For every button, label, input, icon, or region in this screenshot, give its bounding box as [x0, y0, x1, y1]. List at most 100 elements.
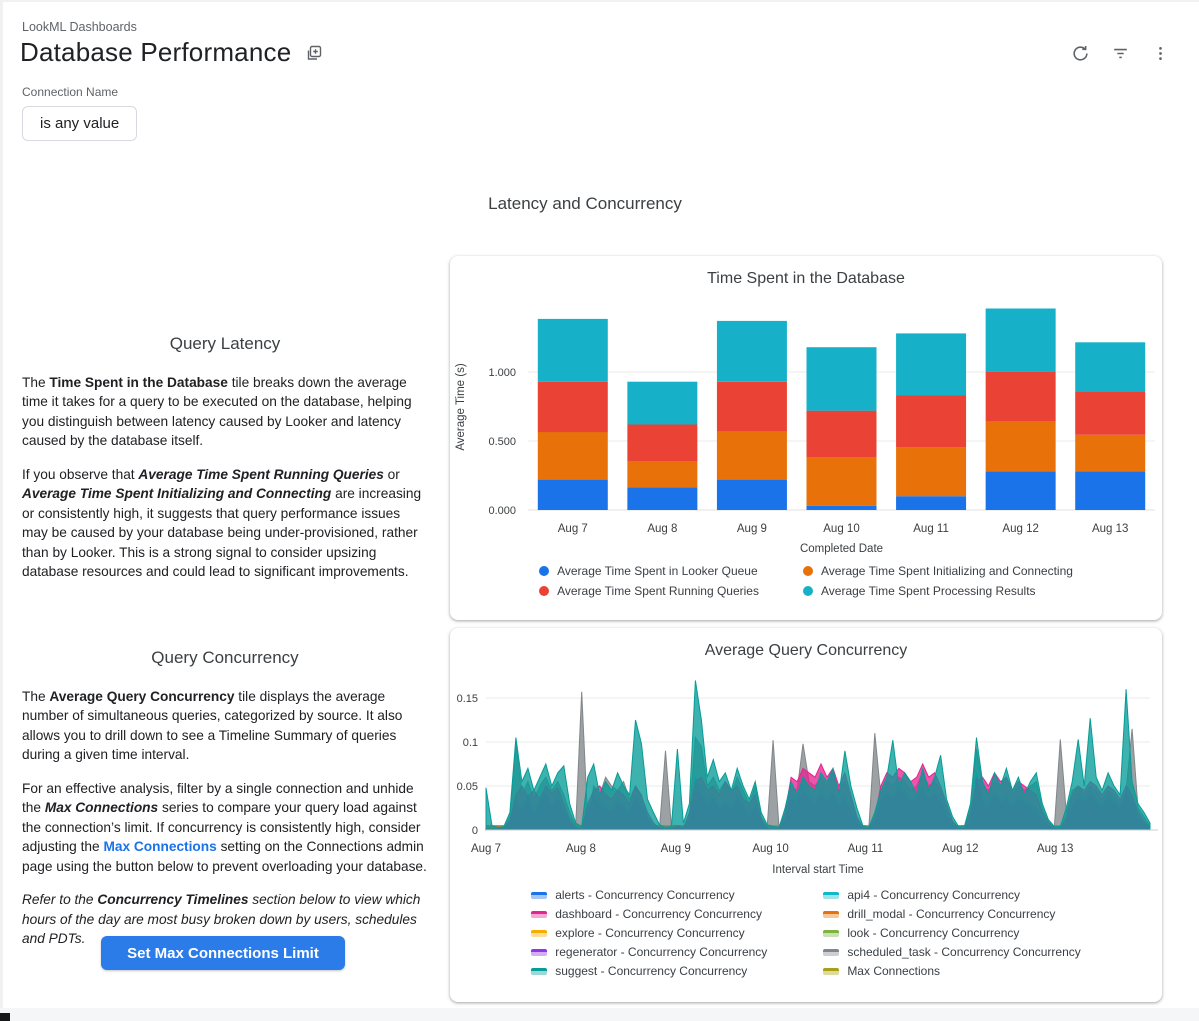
legend-label: suggest - Concurrency Concurrency — [555, 964, 748, 978]
svg-text:Aug 11: Aug 11 — [848, 843, 884, 855]
svg-text:0.05: 0.05 — [457, 781, 478, 793]
filter-label: Connection Name — [22, 85, 119, 99]
filter-icon[interactable] — [1107, 40, 1133, 66]
legend-item[interactable]: alerts - Concurrency Concurrency — [531, 888, 767, 902]
legend-label: explore - Concurrency Concurrency — [555, 926, 745, 940]
legend-swatch — [823, 929, 840, 937]
query-concurrency-heading: Query Concurrency — [151, 648, 299, 667]
svg-text:Aug 13: Aug 13 — [1092, 523, 1128, 535]
svg-text:0.000: 0.000 — [488, 505, 516, 517]
svg-text:Aug 12: Aug 12 — [1002, 523, 1038, 535]
legend-swatch — [531, 948, 548, 956]
legend-label: dashboard - Concurrency Concurrency — [555, 907, 762, 921]
svg-text:Aug 13: Aug 13 — [1037, 843, 1073, 855]
page-title-row: Database Performance — [20, 37, 327, 68]
legend-label: regenerator - Concurrency Concurrency — [555, 945, 768, 959]
query-concurrency-paragraph-2: For an effective analysis, filter by a s… — [22, 780, 427, 874]
legend-label: scheduled_task - Concurrency Concurrency — [847, 945, 1081, 959]
legend-item[interactable]: suggest - Concurrency Concurrency — [531, 964, 767, 978]
legend-item[interactable]: explore - Concurrency Concurrency — [531, 926, 767, 940]
window-left-edge — [0, 0, 3, 1021]
legend-swatch — [823, 891, 840, 899]
query-latency-paragraph-1: The Time Spent in the Database tile brea… — [22, 375, 412, 449]
time-spent-bar-chart[interactable]: 0.000 0.500 1.000 Aug 7 Aug 8 Aug 9 Aug 10 Aug … — [450, 290, 1162, 558]
legend-swatch — [539, 566, 550, 576]
query-latency-heading: Query Latency — [169, 334, 281, 353]
legend-item[interactable]: Average Time Spent Running Queries — [539, 584, 759, 598]
query-concurrency-paragraph-1: The Average Query Concurrency tile displ… — [22, 689, 403, 763]
legend-item[interactable]: regenerator - Concurrency Concurrency — [531, 945, 767, 959]
svg-text:0.1: 0.1 — [463, 737, 478, 749]
svg-text:0: 0 — [472, 825, 478, 837]
corner-artifact — [0, 1013, 10, 1021]
page-bottom-strip — [0, 1008, 1199, 1021]
svg-text:1.000: 1.000 — [488, 367, 516, 379]
more-vert-icon[interactable] — [1147, 40, 1173, 66]
legend-label: api4 - Concurrency Concurrency — [847, 888, 1021, 902]
legend-swatch — [539, 586, 550, 596]
set-max-connections-button[interactable]: Set Max Connections Limit — [101, 936, 345, 970]
legend-item[interactable]: scheduled_task - Concurrency Concurrency — [823, 945, 1081, 959]
legend-swatch — [823, 948, 840, 956]
svg-text:Aug 11: Aug 11 — [913, 523, 949, 535]
legend-label: Average Time Spent Processing Results — [820, 584, 1036, 598]
legend-item[interactable]: api4 - Concurrency Concurrency — [823, 888, 1080, 902]
svg-text:Aug 10: Aug 10 — [823, 523, 859, 535]
legend-item[interactable]: look - Concurrency Concurrency — [823, 926, 1080, 940]
legend-swatch — [823, 967, 840, 975]
svg-text:Aug 7: Aug 7 — [471, 843, 501, 855]
legend-item[interactable]: dashboard - Concurrency Concurrency — [531, 907, 767, 921]
connection-name-filter: Connection Name is any value — [22, 85, 138, 141]
section-title: Latency and Concurrency — [488, 194, 682, 213]
svg-text:Aug 12: Aug 12 — [942, 843, 978, 855]
legend-item[interactable]: drill_modal - Concurrency Concurrency — [823, 907, 1080, 921]
query-latency-tile: Query Latency The Time Spent in the Data… — [22, 334, 428, 596]
query-latency-paragraph-2: If you observe that Average Time Spent R… — [22, 466, 422, 580]
svg-text:Aug 8: Aug 8 — [647, 523, 677, 535]
query-concurrency-chart-tile: Average Query Concurrency 0 0.05 0.1 0.15 Au… — [450, 628, 1162, 1002]
legend-label: Average Time Spent in Looker Queue — [557, 564, 758, 578]
time-spent-tile: Time Spent in the Database 0.000 0.500 1.0… — [450, 256, 1162, 620]
legend-swatch — [802, 586, 813, 596]
svg-text:0.15: 0.15 — [457, 693, 478, 705]
legend-swatch — [823, 910, 840, 918]
legend-swatch — [531, 891, 548, 899]
legend-label: Average Time Spent Running Queries — [557, 584, 759, 598]
query-concurrency-area-chart[interactable]: 0 0.05 0.1 0.15 Aug 7 Aug 8 Aug 9 Aug 10 Aug 11 A… — [450, 662, 1162, 884]
filter-value-input[interactable]: is any value — [22, 106, 138, 141]
time-spent-title: Time Spent in the Database — [707, 270, 905, 287]
svg-text:Interval start Time: Interval start Time — [772, 864, 863, 876]
svg-text:Aug 8: Aug 8 — [566, 843, 596, 855]
legend-label: drill_modal - Concurrency Concurrency — [847, 907, 1056, 921]
page-title: Database Performance — [20, 37, 292, 67]
header-actions — [1067, 40, 1173, 66]
legend-label: Max Connections — [847, 964, 941, 978]
svg-text:Aug 9: Aug 9 — [661, 843, 691, 855]
legend-item[interactable]: Max Connections — [823, 964, 1080, 978]
refresh-icon[interactable] — [1067, 40, 1093, 66]
legend-swatch — [531, 910, 548, 918]
time-spent-legend: Average Time Spent in Looker Queue Averag… — [450, 564, 1162, 598]
legend-item[interactable]: Average Time Spent in Looker Queue — [539, 564, 759, 578]
max-connections-link[interactable]: Max Connections — [103, 839, 217, 855]
svg-text:Completed Date: Completed Date — [800, 543, 883, 555]
legend-label: look - Concurrency Concurrency — [847, 926, 1020, 940]
query-concurrency-paragraph-3: Refer to the Concurrency Timelines secti… — [22, 892, 421, 946]
query-concurrency-tile: Query Concurrency The Average Query Conc… — [22, 648, 428, 962]
legend-label: Average Time Spent Initializing and Conn… — [820, 564, 1073, 578]
window-top-edge — [0, 0, 1199, 2]
svg-text:Aug 10: Aug 10 — [752, 843, 788, 855]
svg-text:Aug 7: Aug 7 — [558, 523, 588, 535]
query-concurrency-legend: alerts - Concurrency Concurrency api4 - C… — [450, 888, 1162, 978]
svg-text:Aug 9: Aug 9 — [737, 523, 767, 535]
query-concurrency-chart-title: Average Query Concurrency — [704, 642, 908, 659]
breadcrumb[interactable]: LookML Dashboards — [22, 20, 137, 34]
legend-swatch — [531, 929, 548, 937]
legend-swatch — [802, 566, 813, 576]
legend-item[interactable]: Average Time Spent Processing Results — [802, 584, 1073, 598]
legend-swatch — [531, 967, 548, 975]
legend-label: alerts - Concurrency Concurrency — [555, 888, 735, 902]
dashboard-copy-icon[interactable] — [301, 40, 327, 66]
legend-item[interactable]: Average Time Spent Initializing and Conn… — [802, 564, 1073, 578]
